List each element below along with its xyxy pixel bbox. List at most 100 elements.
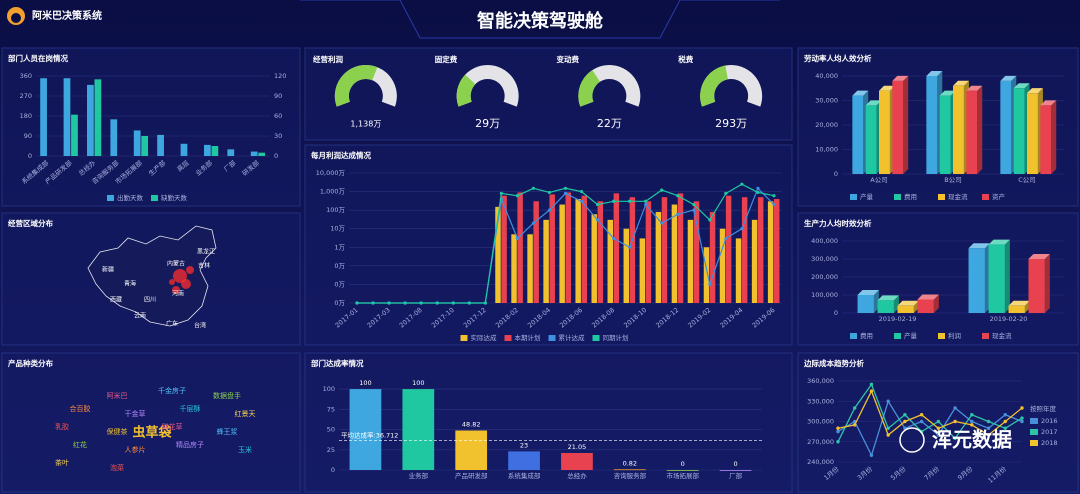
bar	[613, 469, 646, 471]
word: 红景天	[235, 409, 256, 418]
x-tick-label: 产品研发部	[455, 471, 488, 480]
gauge-fill	[456, 74, 476, 107]
y-tick-label: 100	[323, 385, 335, 393]
legend-label: 2018	[1041, 439, 1058, 447]
bar	[1008, 305, 1025, 313]
line-point	[919, 419, 924, 424]
x-tick-label: 总经办	[567, 471, 587, 480]
bar	[227, 149, 235, 156]
gauge-value: 293万	[715, 117, 747, 130]
bar-top	[1027, 88, 1043, 94]
y-tick-label: 180	[20, 112, 32, 120]
line-point	[644, 202, 648, 207]
line-point	[435, 301, 439, 305]
word: 阿米巴	[107, 391, 128, 400]
line-point	[483, 301, 487, 305]
average-label: 平均达成率:36.712	[341, 430, 398, 439]
y-tick-label: 50	[327, 426, 335, 434]
line-point	[970, 423, 974, 427]
bar-side	[1004, 239, 1010, 313]
bar	[495, 206, 501, 303]
bar	[897, 305, 914, 313]
bar	[892, 80, 904, 174]
line	[837, 383, 1023, 443]
x-tick-label: 厂部	[729, 471, 743, 480]
map-label: 新疆	[102, 266, 114, 274]
line-point	[970, 413, 974, 417]
word: 干金草	[125, 409, 146, 418]
legend-label: 出勤天数	[117, 193, 144, 202]
line-point	[936, 433, 941, 437]
y-tick-label: 360	[20, 72, 32, 80]
x-tick-label: 咨询服务部	[614, 471, 647, 480]
legend-swatch	[592, 335, 600, 341]
bar	[575, 198, 581, 303]
map-label: 广东	[166, 320, 178, 328]
line-point	[869, 389, 874, 393]
line-point	[756, 186, 760, 190]
line-point	[708, 218, 712, 222]
bar	[703, 247, 710, 303]
word: 乳胶	[55, 422, 69, 431]
bar	[857, 295, 874, 313]
legend-swatch	[982, 194, 989, 200]
bar-side	[977, 85, 983, 174]
line-point	[660, 188, 664, 192]
panel-title: 部门达成率情况	[311, 358, 364, 368]
bar	[877, 300, 894, 313]
word: 数据盘手	[213, 391, 241, 400]
bar-top	[857, 290, 879, 295]
x-tick-label: A公司	[870, 176, 887, 184]
line-point	[692, 202, 696, 207]
data-label: 48.82	[462, 421, 481, 429]
line-point	[628, 199, 632, 203]
bar-top	[926, 71, 943, 76]
legend-label: 缺勤天数	[161, 193, 188, 202]
bar	[629, 197, 636, 303]
legend-label: 费用	[860, 331, 873, 340]
bar	[527, 234, 533, 303]
legend-swatch	[548, 335, 556, 341]
bar	[666, 470, 699, 471]
legend-swatch	[982, 333, 989, 339]
panel-title: 劳动率人均人效分析	[804, 53, 872, 63]
data-label: 23	[520, 441, 528, 449]
bar	[180, 143, 188, 156]
y-tick-label: 270	[20, 92, 32, 100]
map-hotspot	[169, 279, 175, 285]
bar	[501, 195, 507, 303]
bar	[773, 198, 780, 303]
bar	[258, 152, 266, 156]
bar	[879, 90, 890, 174]
word: 鲜花草	[162, 422, 183, 431]
line-point	[563, 191, 568, 195]
bar	[141, 136, 149, 156]
line-point	[515, 236, 519, 241]
line-point	[886, 399, 890, 403]
map-label: 黑龙江	[197, 248, 215, 256]
legend-swatch	[850, 333, 857, 339]
bar	[865, 105, 877, 174]
bar	[402, 389, 435, 470]
line-point	[676, 194, 680, 198]
y-tick-label: 300,000	[807, 418, 834, 426]
logo-icon-inner	[11, 13, 21, 23]
line-point	[869, 382, 874, 387]
y-tick-label: 1,000万	[320, 188, 346, 196]
line-point	[756, 190, 760, 195]
line-point	[451, 301, 455, 305]
line-point	[1003, 413, 1007, 417]
bar	[671, 204, 678, 303]
bar	[561, 452, 593, 470]
bar	[939, 95, 951, 174]
panel-title: 经营区域分布	[8, 218, 53, 228]
bar	[250, 151, 258, 156]
line-point	[531, 221, 536, 225]
bar	[645, 201, 652, 303]
y-tick-label: 30	[274, 132, 282, 140]
line-point	[531, 186, 536, 190]
line-point	[886, 433, 890, 437]
legend-swatch	[850, 194, 857, 200]
bar	[533, 201, 539, 303]
